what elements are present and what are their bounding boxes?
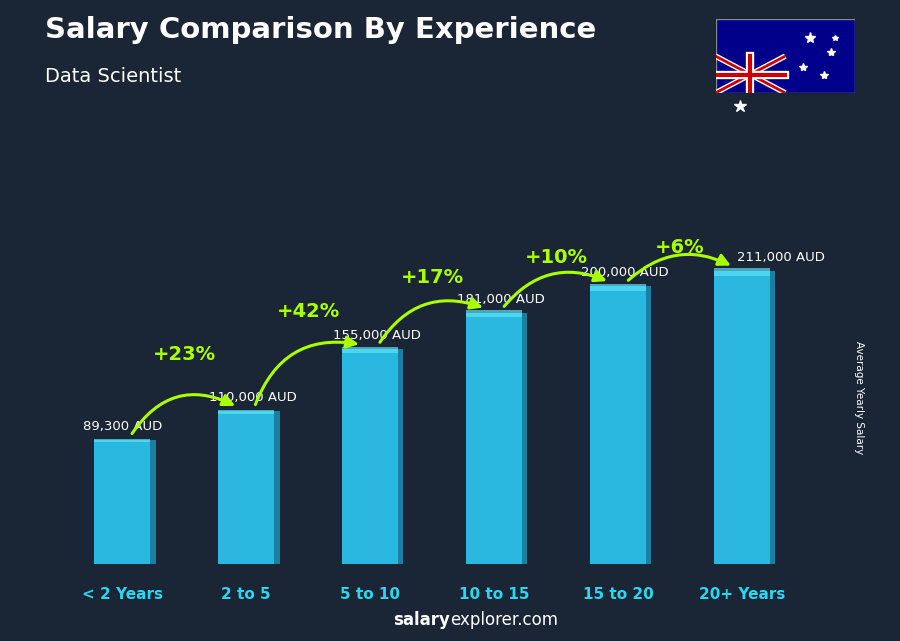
Bar bbox=[466, 313, 522, 564]
Text: Data Scientist: Data Scientist bbox=[45, 67, 181, 87]
Bar bbox=[94, 439, 150, 442]
Text: +42%: +42% bbox=[276, 302, 339, 320]
Polygon shape bbox=[646, 287, 652, 564]
Bar bbox=[94, 440, 150, 564]
Text: Salary Comparison By Experience: Salary Comparison By Experience bbox=[45, 16, 596, 44]
Bar bbox=[218, 412, 274, 564]
Bar bbox=[590, 287, 646, 564]
Text: explorer.com: explorer.com bbox=[450, 612, 558, 629]
Text: +23%: +23% bbox=[153, 345, 216, 364]
Bar bbox=[466, 310, 522, 317]
Text: 20+ Years: 20+ Years bbox=[698, 587, 785, 603]
Text: Average Yearly Salary: Average Yearly Salary bbox=[854, 341, 865, 454]
Bar bbox=[342, 349, 398, 564]
Polygon shape bbox=[522, 313, 527, 564]
Bar bbox=[590, 284, 646, 291]
Text: 2 to 5: 2 to 5 bbox=[221, 587, 271, 603]
Text: 10 to 15: 10 to 15 bbox=[459, 587, 529, 603]
Polygon shape bbox=[150, 440, 156, 564]
Text: 5 to 10: 5 to 10 bbox=[340, 587, 400, 603]
Text: 200,000 AUD: 200,000 AUD bbox=[580, 267, 669, 279]
Text: < 2 Years: < 2 Years bbox=[82, 587, 163, 603]
Text: +17%: +17% bbox=[400, 269, 464, 287]
Polygon shape bbox=[398, 349, 403, 564]
Text: 89,300 AUD: 89,300 AUD bbox=[83, 420, 162, 433]
Text: 15 to 20: 15 to 20 bbox=[582, 587, 653, 603]
Polygon shape bbox=[274, 412, 280, 564]
Bar bbox=[218, 410, 274, 414]
Bar bbox=[714, 269, 770, 276]
Polygon shape bbox=[770, 271, 775, 564]
Text: +6%: +6% bbox=[655, 238, 705, 258]
Text: 110,000 AUD: 110,000 AUD bbox=[209, 392, 297, 404]
Bar bbox=[342, 347, 398, 353]
Text: +10%: +10% bbox=[525, 249, 588, 267]
Text: 155,000 AUD: 155,000 AUD bbox=[333, 329, 420, 342]
Bar bbox=[714, 271, 770, 564]
Text: 211,000 AUD: 211,000 AUD bbox=[737, 251, 824, 264]
Text: salary: salary bbox=[393, 612, 450, 629]
Text: 181,000 AUD: 181,000 AUD bbox=[457, 293, 544, 306]
